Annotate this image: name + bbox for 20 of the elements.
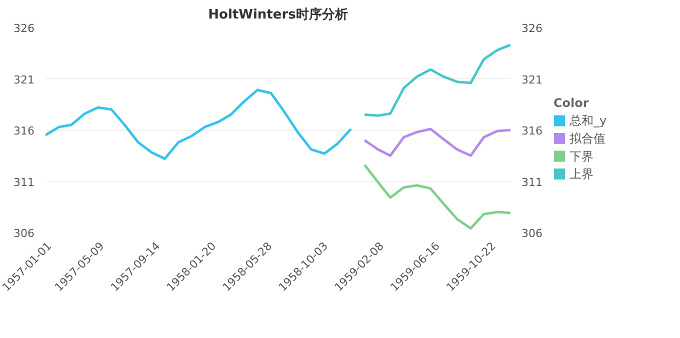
y2-tick-label: 326 bbox=[522, 22, 542, 35]
y-tick-label: 306 bbox=[14, 227, 35, 240]
legend-label: 总和_y bbox=[568, 114, 607, 128]
y2-tick-label: 321 bbox=[522, 73, 542, 86]
legend-title: Color bbox=[554, 96, 589, 110]
legend-label: 拟合值 bbox=[570, 132, 606, 146]
y-tick-label: 326 bbox=[14, 22, 35, 35]
y-tick-label: 311 bbox=[14, 176, 35, 189]
y-tick-label: 316 bbox=[14, 124, 35, 138]
legend-label: 上界 bbox=[570, 167, 594, 182]
line-series bbox=[363, 164, 510, 230]
legend-label: 下界 bbox=[570, 149, 594, 164]
line-series bbox=[363, 128, 510, 157]
line-series bbox=[46, 88, 352, 160]
y-tick-label: 321 bbox=[14, 73, 35, 86]
chart-title: HoltWinters时序分析 bbox=[208, 6, 348, 22]
y2-tick-label: 316 bbox=[522, 124, 542, 138]
y2-tick-label: 311 bbox=[522, 176, 542, 189]
line-series bbox=[363, 44, 510, 117]
y2-tick-label: 306 bbox=[522, 227, 542, 240]
